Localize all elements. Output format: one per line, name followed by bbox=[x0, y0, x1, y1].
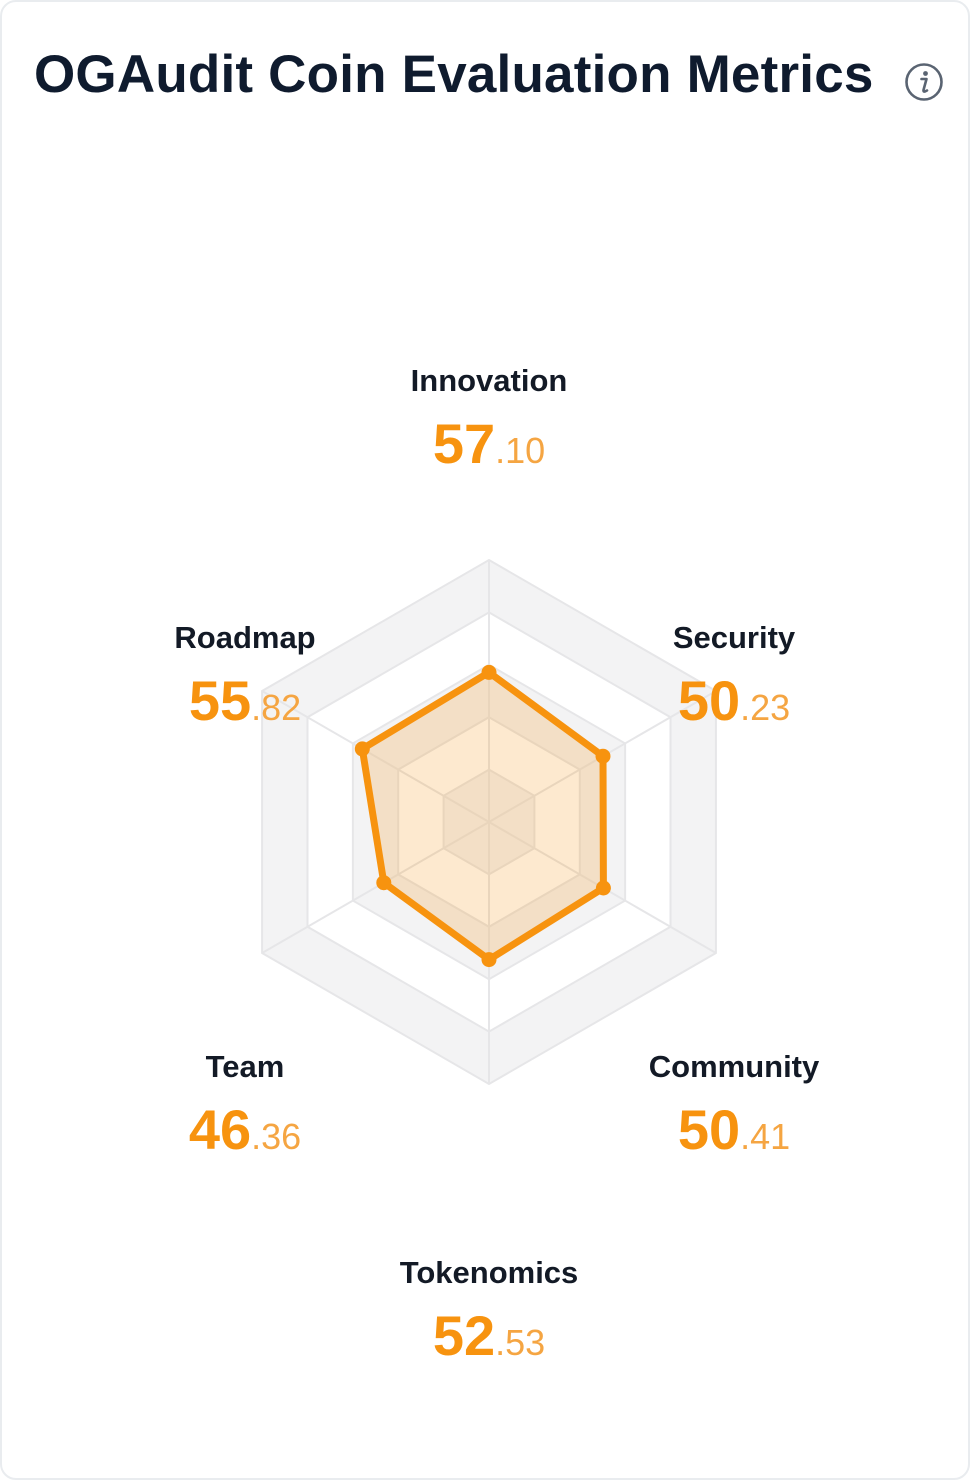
radar-point-tokenomics bbox=[481, 952, 497, 968]
metric-value-frac: .41 bbox=[740, 1116, 791, 1157]
metric-value-team: 46.36 bbox=[95, 1095, 395, 1165]
radar-point-community bbox=[595, 880, 611, 896]
metric-value-int: 50 bbox=[677, 669, 741, 732]
metric-value-community: 50.41 bbox=[584, 1095, 884, 1165]
metric-tokenomics: Tokenomics 52.53 bbox=[339, 1253, 639, 1371]
metric-value-frac: .82 bbox=[251, 687, 302, 728]
metric-value-frac: .23 bbox=[740, 687, 791, 728]
metric-label-community: Community bbox=[648, 1049, 820, 1084]
metric-value-frac: .36 bbox=[251, 1116, 302, 1157]
metric-label-team: Team bbox=[205, 1049, 285, 1084]
metric-team: Team 46.36 bbox=[95, 1047, 395, 1165]
metric-label-roadmap: Roadmap bbox=[174, 620, 316, 655]
metric-value-frac: .53 bbox=[495, 1322, 546, 1363]
metric-value-int: 52 bbox=[432, 1304, 496, 1367]
metric-value-int: 55 bbox=[188, 669, 252, 732]
page-title: OGAudit Coin Evaluation Metrics bbox=[34, 45, 874, 104]
metric-value-security: 50.23 bbox=[584, 666, 884, 736]
metric-value-innovation: 57.10 bbox=[339, 409, 639, 479]
metric-roadmap: Roadmap 55.82 bbox=[95, 618, 395, 736]
metric-innovation: Innovation 57.10 bbox=[339, 361, 639, 479]
metric-label-tokenomics: Tokenomics bbox=[399, 1255, 579, 1290]
metric-value-roadmap: 55.82 bbox=[95, 666, 395, 736]
metric-label-innovation: Innovation bbox=[410, 363, 568, 398]
radar-spoke bbox=[261, 690, 490, 823]
radar-point-roadmap bbox=[354, 741, 370, 757]
metric-value-tokenomics: 52.53 bbox=[339, 1301, 639, 1371]
metric-security: Security 50.23 bbox=[584, 618, 884, 736]
metric-value-int: 57 bbox=[432, 412, 496, 475]
radar-point-innovation bbox=[481, 664, 497, 680]
metric-community: Community 50.41 bbox=[584, 1047, 884, 1165]
metric-value-frac: .10 bbox=[495, 430, 546, 471]
radar-point-security bbox=[595, 748, 611, 764]
metric-label-security: Security bbox=[672, 620, 796, 655]
info-icon[interactable] bbox=[904, 62, 944, 102]
metric-value-int: 46 bbox=[188, 1098, 252, 1161]
radar-point-team bbox=[376, 875, 392, 891]
radar-spoke bbox=[261, 821, 490, 954]
metric-value-int: 50 bbox=[677, 1098, 741, 1161]
